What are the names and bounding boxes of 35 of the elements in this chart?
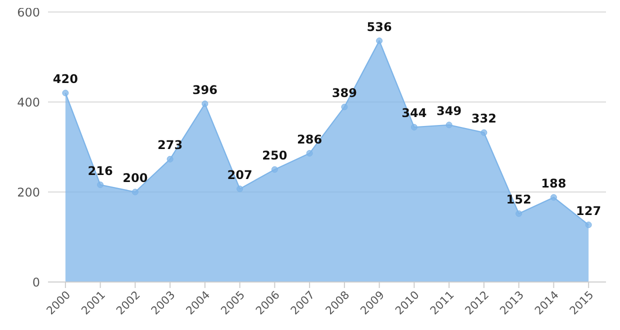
point (341, 104, 348, 110)
point (166, 156, 174, 162)
data-label: 207 (227, 168, 252, 182)
point (62, 90, 69, 96)
point (480, 129, 488, 136)
data-label: 250 (262, 148, 288, 162)
data-label: 152 (506, 192, 532, 207)
data-label: 286 (297, 132, 322, 146)
point (306, 150, 313, 157)
data-label: 127 (576, 204, 602, 218)
data-label: 344 (402, 106, 427, 120)
point (550, 194, 557, 201)
point (446, 122, 452, 128)
data-label: 420 (52, 72, 78, 86)
point (236, 186, 244, 192)
data-label: 396 (192, 82, 218, 97)
data-label: 188 (541, 176, 566, 190)
point (132, 188, 138, 196)
data-label: 216 (88, 164, 113, 178)
point (410, 124, 418, 130)
point (202, 100, 208, 108)
point (585, 222, 592, 228)
y-tick-label: 200 (17, 185, 40, 200)
point (271, 166, 278, 173)
y-tick-label: 0 (32, 275, 40, 290)
y-tick-label: 400 (17, 95, 40, 110)
data-label: 273 (158, 138, 183, 152)
point (376, 38, 383, 44)
data-label: 332 (471, 112, 496, 126)
point (97, 182, 104, 188)
point (516, 210, 522, 217)
data-label: 389 (332, 86, 357, 100)
data-label: 536 (366, 20, 392, 34)
data-label: 349 (436, 104, 462, 118)
data-label: 200 (122, 171, 148, 185)
